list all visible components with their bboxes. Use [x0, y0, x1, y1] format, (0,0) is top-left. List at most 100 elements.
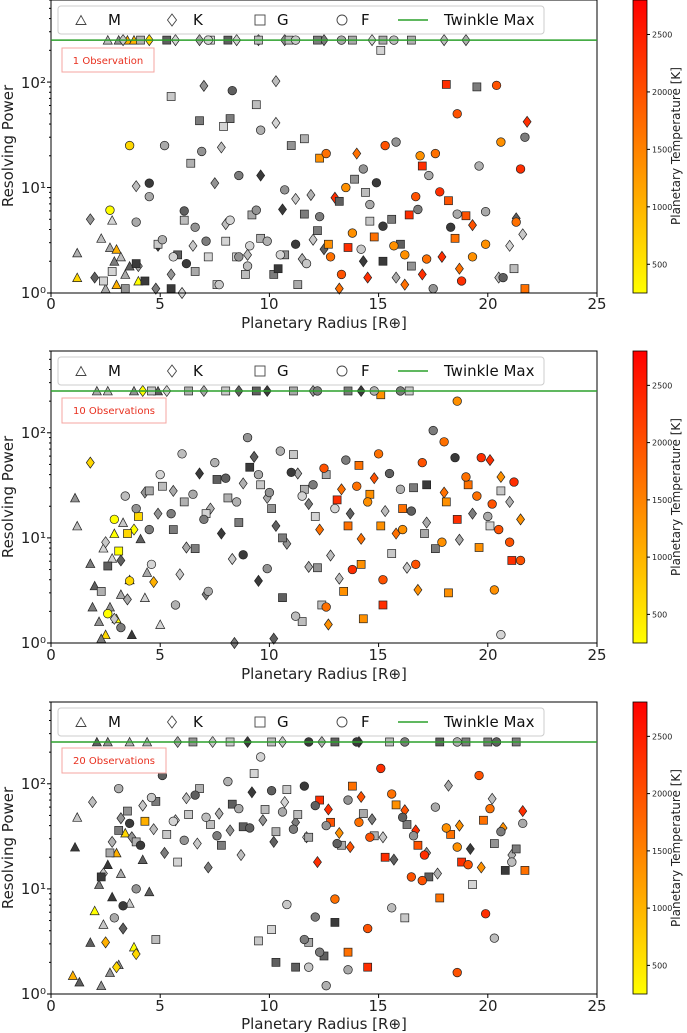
- data-point-f: [155, 469, 165, 480]
- data-point-g: [348, 781, 357, 791]
- data-point-f: [159, 140, 170, 151]
- data-point-g: [391, 800, 401, 810]
- data-point-f: [124, 140, 135, 151]
- data-point-k: [505, 239, 515, 252]
- data-point-g: [227, 799, 237, 809]
- x-tick-labels: 0 5 10 15 20 25: [46, 646, 606, 664]
- data-point-g: [267, 925, 276, 934]
- data-point-g: [444, 196, 453, 206]
- data-point-f: [299, 934, 309, 945]
- data-point-f: [365, 832, 375, 842]
- data-point-g: [234, 518, 244, 527]
- data-point-f: [480, 239, 491, 249]
- data-point-g: [369, 232, 379, 242]
- data-point-k: [518, 228, 528, 241]
- data-point-f: [341, 182, 351, 193]
- data-point-g: [256, 480, 266, 490]
- data-point-g: [304, 832, 314, 842]
- data-point-k: [345, 840, 355, 854]
- data-point-g: [332, 495, 342, 505]
- data-point-k: [437, 250, 447, 263]
- data-point-f: [504, 537, 515, 547]
- colorbar-tick-label: 2000: [652, 439, 672, 448]
- triangle-marker-icon: [75, 365, 87, 376]
- y-axis-label: Resolving Power: [0, 84, 17, 207]
- y-tick-labels: 10⁰ 10¹ 10²: [21, 775, 46, 1003]
- data-point-k: [358, 255, 368, 268]
- data-point-g: [378, 256, 388, 266]
- data-point-f: [428, 283, 438, 294]
- data-point-f: [116, 622, 126, 633]
- data-point-k: [304, 560, 314, 573]
- data-point-m: [74, 976, 85, 987]
- data-point-g: [291, 962, 300, 972]
- data-point-f: [234, 804, 244, 814]
- data-point-f: [144, 191, 154, 202]
- data-point-k: [468, 507, 477, 520]
- data-point-f: [131, 503, 141, 514]
- data-point-f: [408, 831, 419, 841]
- data-point-g: [511, 844, 521, 854]
- data-point-f: [321, 602, 331, 612]
- x-tick-label: 0: [46, 646, 56, 664]
- data-point-m: [155, 619, 166, 629]
- data-point-f: [406, 872, 417, 882]
- data-point-f: [395, 484, 406, 494]
- data-point-g: [313, 563, 322, 573]
- x-tick-label: 20: [478, 997, 497, 1015]
- data-point-k: [380, 504, 390, 518]
- data-point-f: [507, 857, 517, 867]
- data-point-m: [96, 980, 107, 991]
- y-tick-label: 10⁰: [21, 634, 46, 652]
- data-point-k: [85, 213, 95, 226]
- data-point-k: [363, 271, 373, 284]
- data-point-g: [356, 560, 366, 569]
- data-point-k: [334, 572, 344, 585]
- data-point-k: [123, 593, 132, 606]
- x-tick-labels: 0 5 10 15 20 25: [46, 997, 606, 1015]
- data-point-g: [365, 216, 375, 226]
- data-point-g: [378, 600, 388, 610]
- data-point-f: [489, 933, 500, 943]
- data-point-f: [378, 575, 388, 585]
- data-point-k: [160, 846, 170, 859]
- data-point-f: [472, 491, 482, 501]
- data-point-m: [137, 854, 148, 864]
- data-point-g: [140, 816, 150, 826]
- data-point-g: [422, 480, 431, 490]
- data-point-g: [151, 935, 161, 944]
- data-point-g: [120, 284, 130, 293]
- data-point-k: [101, 936, 111, 949]
- circle-marker-icon: [336, 365, 348, 377]
- data-point-k: [138, 799, 148, 812]
- legend-box: [57, 5, 545, 35]
- data-point-m: [107, 553, 118, 563]
- data-point-m: [115, 589, 126, 599]
- x-axis-label: Planetary Radius [R⊕]: [241, 665, 407, 683]
- colorbar-gradient: [632, 350, 648, 644]
- data-point-f: [157, 235, 168, 245]
- data-point-g: [273, 264, 283, 274]
- data-point-f: [170, 600, 181, 610]
- data-point-g: [387, 549, 397, 558]
- data-point-g: [358, 614, 368, 624]
- data-point-g: [413, 840, 423, 850]
- data-point-f: [485, 804, 495, 814]
- legend: M K G F Twinkle Max: [57, 707, 545, 737]
- annotation-box: [61, 47, 155, 73]
- data-point-f: [118, 901, 128, 911]
- data-point-k: [413, 583, 423, 597]
- data-point-k: [175, 568, 185, 581]
- data-point-f: [314, 211, 325, 222]
- data-point-f: [264, 487, 275, 498]
- data-point-k: [378, 831, 388, 844]
- data-point-k: [417, 268, 427, 281]
- legend-label-k: K: [193, 713, 204, 731]
- data-point-k: [181, 541, 191, 554]
- data-point-g: [241, 270, 250, 279]
- data-point-k: [254, 574, 263, 587]
- data-point-f: [251, 205, 261, 215]
- data-point-f: [277, 807, 288, 817]
- data-point-f: [325, 252, 336, 262]
- data-point-g: [269, 270, 279, 279]
